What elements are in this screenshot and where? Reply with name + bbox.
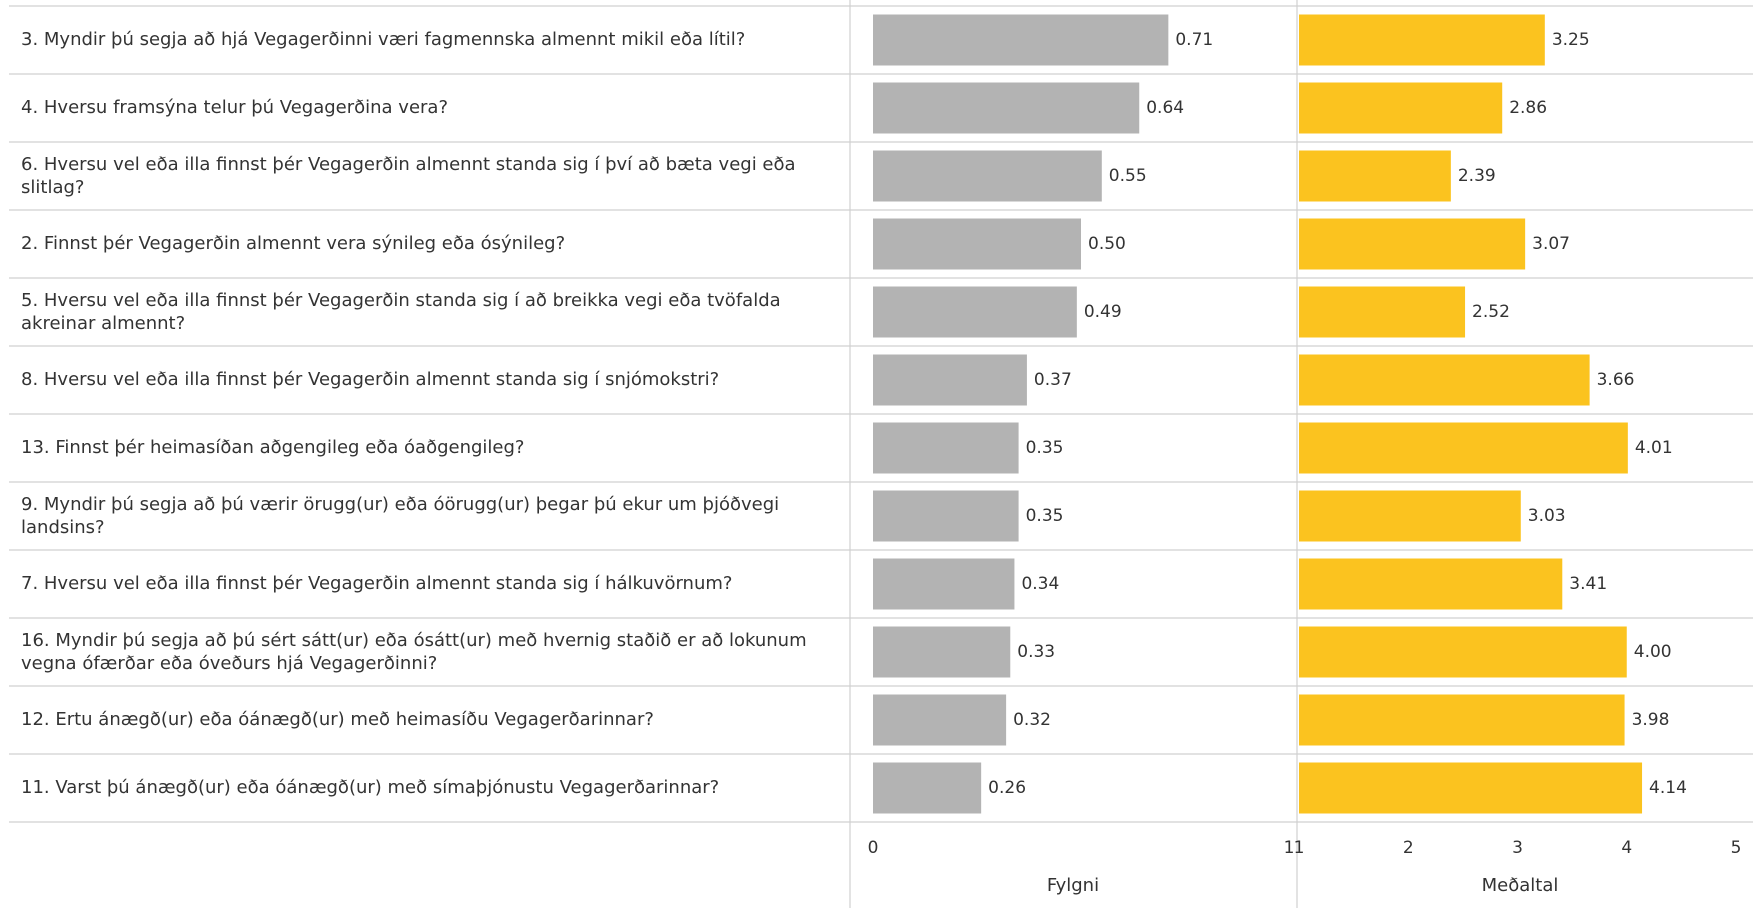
bar bbox=[873, 490, 1019, 542]
bar bbox=[1299, 150, 1451, 202]
value-label: 2.52 bbox=[1472, 302, 1510, 322]
bar bbox=[1299, 14, 1545, 66]
value-label: 0.35 bbox=[1026, 506, 1064, 526]
value-label: 0.35 bbox=[1026, 438, 1064, 458]
bar bbox=[1299, 558, 1563, 610]
category-label: 6. Hversu vel eða illa finnst þér Vegage… bbox=[21, 153, 796, 198]
x-tick-label: 3 bbox=[1512, 838, 1523, 858]
x-tick-label: 4 bbox=[1621, 838, 1632, 858]
value-label: 4.00 bbox=[1634, 642, 1672, 662]
value-label: 0.50 bbox=[1088, 234, 1126, 254]
value-label: 0.49 bbox=[1084, 302, 1122, 322]
category-label: 7. Hversu vel eða illa finnst þér Vegage… bbox=[21, 573, 733, 595]
bar bbox=[1299, 354, 1590, 406]
value-label: 0.71 bbox=[1175, 30, 1213, 50]
value-label: 0.33 bbox=[1017, 642, 1055, 662]
x-tick-label: 1 bbox=[1294, 838, 1305, 858]
bar bbox=[873, 354, 1027, 406]
value-label: 0.64 bbox=[1146, 98, 1184, 118]
bar bbox=[873, 286, 1077, 338]
x-tick-label: 5 bbox=[1731, 838, 1742, 858]
category-label: 11. Varst þú ánægð(ur) eða óánægð(ur) me… bbox=[21, 777, 720, 799]
value-label: 3.41 bbox=[1569, 574, 1607, 594]
bar bbox=[873, 762, 982, 814]
value-label: 2.86 bbox=[1509, 98, 1547, 118]
bar bbox=[873, 558, 1015, 610]
bar bbox=[873, 694, 1007, 746]
bar bbox=[1299, 218, 1526, 270]
value-label: 0.34 bbox=[1021, 574, 1059, 594]
bar bbox=[1299, 82, 1503, 134]
category-label: 13. Finnst þér heimasíðan aðgengileg eða… bbox=[21, 437, 525, 459]
value-label: 3.25 bbox=[1552, 30, 1590, 50]
category-label: 16. Myndir þú segja að þú sért sátt(ur) … bbox=[21, 629, 807, 674]
bar bbox=[1299, 626, 1627, 678]
x-tick-label: 1 bbox=[1284, 838, 1295, 858]
bar bbox=[1299, 762, 1643, 814]
value-label: 0.55 bbox=[1109, 166, 1147, 186]
value-label: 4.01 bbox=[1635, 438, 1673, 458]
bar bbox=[873, 626, 1011, 678]
value-label: 4.14 bbox=[1649, 778, 1687, 798]
bar bbox=[873, 218, 1081, 270]
category-label: 12. Ertu ánægð(ur) eða óánægð(ur) með he… bbox=[21, 709, 654, 731]
category-label: 2. Finnst þér Vegagerðin almennt vera sý… bbox=[21, 233, 566, 255]
x-axis-title: Meðaltal bbox=[1482, 875, 1559, 896]
bar bbox=[873, 82, 1140, 134]
bar bbox=[873, 422, 1019, 474]
bar bbox=[1299, 490, 1521, 542]
bar bbox=[873, 14, 1169, 66]
x-tick-label: 2 bbox=[1403, 838, 1414, 858]
value-label: 0.32 bbox=[1013, 710, 1051, 730]
bar bbox=[1299, 286, 1466, 338]
category-label: 9. Myndir þú segja að þú værir örugg(ur)… bbox=[21, 493, 780, 538]
bar bbox=[873, 150, 1102, 202]
category-label: 5. Hversu vel eða illa finnst þér Vegage… bbox=[21, 289, 781, 334]
value-label: 0.37 bbox=[1034, 370, 1072, 390]
value-label: 3.98 bbox=[1632, 710, 1670, 730]
bar bbox=[1299, 694, 1625, 746]
value-label: 3.07 bbox=[1532, 234, 1570, 254]
value-label: 2.39 bbox=[1458, 166, 1496, 186]
value-label: 3.03 bbox=[1528, 506, 1566, 526]
value-label: 3.66 bbox=[1597, 370, 1635, 390]
x-axis-title: Fylgni bbox=[1047, 875, 1099, 896]
category-label: 4. Hversu framsýna telur þú Vegagerðina … bbox=[21, 97, 449, 119]
value-label: 0.26 bbox=[988, 778, 1026, 798]
category-label: 3. Myndir þú segja að hjá Vegagerðinni v… bbox=[21, 29, 746, 51]
x-tick-label: 0 bbox=[868, 838, 879, 858]
category-label: 8. Hversu vel eða illa finnst þér Vegage… bbox=[21, 369, 720, 391]
bar bbox=[1299, 422, 1628, 474]
